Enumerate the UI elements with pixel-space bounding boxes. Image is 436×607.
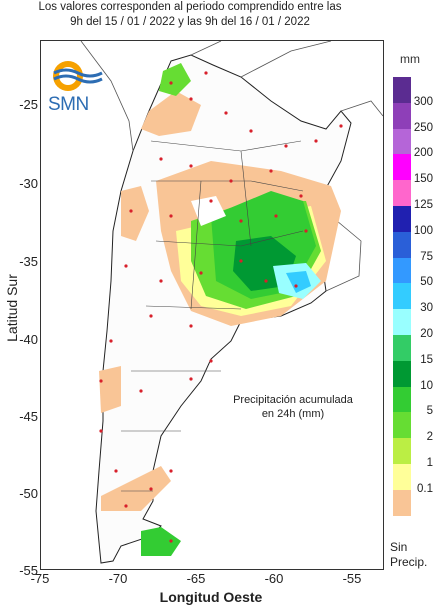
legend-color-cell <box>393 77 411 103</box>
smn-logo: SMN <box>48 58 104 118</box>
precip-area-north <box>141 91 201 136</box>
precip-area-center-west <box>121 186 149 241</box>
legend-label: 20 <box>420 328 433 340</box>
y-axis-label: Latitud Sur <box>4 274 20 342</box>
legend-label: 250 <box>413 121 433 134</box>
y-tick: -35 <box>19 254 38 269</box>
x-tick: -60 <box>264 571 284 586</box>
legend-no-precip-line-2: Precip. <box>390 555 428 569</box>
legend-label: 100 <box>413 224 433 237</box>
legend-color-cell <box>393 102 411 129</box>
x-tick: -70 <box>108 571 128 586</box>
legend-colorbar <box>393 77 411 516</box>
y-tick: -50 <box>19 486 38 501</box>
precip-area-blue <box>286 271 311 293</box>
legend-color-cell <box>393 283 411 310</box>
x-tick: -65 <box>186 571 206 586</box>
precipitation-map <box>80 41 383 564</box>
legend-color-cell <box>393 334 411 361</box>
annotation-line-2: en 24h (mm) <box>261 408 325 420</box>
province-borders <box>121 140 304 492</box>
legend-label: 0.1 <box>417 482 433 495</box>
map-header: Los valores corresponden al periodo comp… <box>0 0 380 30</box>
precip-area-south <box>101 466 171 511</box>
y-tick: -55 <box>19 563 38 578</box>
legend-color-cell <box>393 257 411 284</box>
neighbor-border-west <box>80 41 134 152</box>
y-tick: -40 <box>19 332 38 347</box>
legend-label: 1 <box>426 457 433 469</box>
legend-label: 150 <box>413 173 433 186</box>
legend-color-cell <box>393 463 411 490</box>
legend-label: 15 <box>420 353 433 366</box>
legend-color-cell <box>393 489 411 516</box>
annotation-line-1: Precipitación acumulada <box>233 394 353 406</box>
legend-no-precip-line-1: Sin <box>390 540 408 554</box>
precip-area-north-green <box>159 63 191 96</box>
legend-label: 2 <box>426 431 433 444</box>
legend-label: 75 <box>420 250 433 263</box>
legend-color-cell <box>393 360 411 387</box>
x-tick: -55 <box>342 571 362 586</box>
legend-label: 200 <box>413 147 433 160</box>
weather-stations <box>99 71 343 543</box>
legend-no-precip: Sin Precip. <box>390 540 427 570</box>
smn-logo-text: SMN <box>48 94 89 115</box>
x-axis-label: Longitud Oeste <box>159 589 263 605</box>
legend-unit: mm <box>400 52 420 66</box>
legend-label: 10 <box>420 379 433 392</box>
legend-color-cell <box>393 309 411 335</box>
map-frame <box>40 40 384 570</box>
legend-label: 5 <box>426 405 433 418</box>
legend-color-cell <box>393 231 411 258</box>
precip-area-far-south-green <box>141 527 181 556</box>
y-tick: -30 <box>19 176 38 191</box>
neighbor-border-north <box>190 41 383 117</box>
smn-logo-icon <box>53 61 103 91</box>
y-tick: -45 <box>19 409 38 424</box>
header-line-1: Los valores corresponden al periodo comp… <box>38 1 342 13</box>
x-tick: -75 <box>30 571 50 586</box>
legend-color-cell <box>393 154 411 181</box>
y-tick: -25 <box>19 97 38 112</box>
legend-color-cell <box>393 438 411 464</box>
header-line-2: 9h del 15 / 01 / 2022 y las 9h del 16 / … <box>70 16 310 28</box>
legend-color-cell <box>393 412 411 439</box>
map-annotation: Precipitación acumulada en 24h (mm) <box>218 393 368 421</box>
legend-color-cell <box>393 128 411 155</box>
precip-area-patagonia <box>99 366 121 413</box>
legend-label: 50 <box>420 276 433 289</box>
precip-area-dry-center <box>191 196 226 226</box>
legend-label: 30 <box>420 302 433 315</box>
legend-color-cell <box>393 205 411 232</box>
legend-color-cell <box>393 386 411 413</box>
legend-label: 300 <box>413 95 433 108</box>
legend-color-cell <box>393 180 411 206</box>
legend-label: 125 <box>413 199 433 211</box>
